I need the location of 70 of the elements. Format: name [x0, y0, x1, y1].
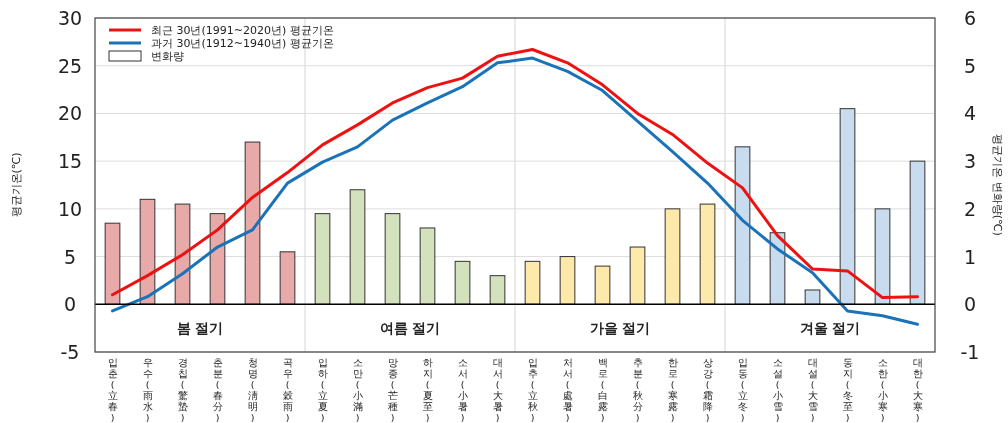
y-tick-label: 0 — [63, 293, 77, 316]
y-axis-title: 평균기온(℃) — [10, 152, 23, 218]
x-tick-label: 경칩(驚蟄) — [177, 357, 188, 423]
x-tick-label: 청명(淸明) — [247, 357, 258, 423]
bar — [629, 246, 646, 305]
x-tick-label: 곡우(穀雨) — [282, 357, 293, 423]
y2-tick-label: -1 — [960, 341, 980, 363]
bar — [314, 213, 331, 305]
x-tick-label: 망종(芒種) — [387, 357, 398, 423]
x-tick-label: 처서(處暑) — [562, 357, 573, 423]
y2-tick-label: 3 — [963, 150, 977, 173]
bar — [804, 289, 821, 305]
y-tick-label: 10 — [57, 197, 83, 220]
y-tick-label: 20 — [57, 102, 83, 125]
x-tick-label: 대한(大寒) — [912, 357, 923, 423]
x-tick-label: 우수(雨水) — [142, 357, 153, 423]
annotation: 가을 절기 — [589, 320, 651, 337]
x-tick-label: 소한(小寒) — [877, 357, 888, 423]
annotation: 봄 절기 — [176, 320, 224, 337]
y2-axis-title: 평균기온 변화량(℃) — [991, 134, 1004, 236]
y2-tick-label: 0 — [963, 293, 977, 316]
legend-label: 과거 30년(1912~1940년) 평균기온 — [151, 37, 334, 50]
y2-tick-label: 1 — [963, 245, 977, 268]
x-tick-label: 입동(立冬) — [737, 357, 748, 423]
bar — [489, 275, 506, 305]
bar — [734, 146, 751, 305]
bar — [594, 265, 611, 305]
x-tick-label: 춘분(春分) — [212, 357, 223, 423]
x-tick-label: 동지(冬至) — [842, 357, 853, 423]
legend-label: 최근 30년(1991~2020년) 평균기온 — [151, 24, 334, 37]
x-tick-label: 소서(小暑) — [457, 357, 468, 423]
bar — [909, 160, 926, 305]
bar — [419, 227, 436, 305]
bar — [384, 213, 401, 305]
x-tick-label: 입추(立秋) — [527, 357, 538, 423]
x-tick-label: 백로(白露) — [597, 357, 608, 423]
y-tick-label: 25 — [57, 54, 83, 77]
x-tick-label: 하지(夏至) — [422, 357, 433, 423]
annotation: 겨울 절기 — [799, 320, 861, 337]
x-tick-label: 입춘(立春) — [107, 357, 118, 423]
x-tick-label: 한로(寒露) — [667, 357, 678, 423]
y-tick-label: 5 — [63, 245, 77, 268]
annotation: 여름 절기 — [379, 320, 441, 337]
y2-tick-label: 4 — [963, 102, 977, 125]
bar — [244, 141, 261, 305]
bar — [839, 108, 856, 305]
x-tick-label: 대서(大暑) — [492, 357, 503, 423]
bar — [454, 260, 471, 305]
y2-tick-label: 5 — [963, 54, 977, 77]
x-tick-label: 대설(大雪) — [807, 357, 818, 423]
bar — [874, 208, 891, 305]
x-tick-label: 입하(立夏) — [317, 357, 328, 423]
x-tick-label: 상강(霜降) — [702, 357, 713, 423]
bar — [769, 232, 786, 305]
bar — [699, 203, 716, 305]
y-tick-label: -5 — [60, 341, 80, 363]
y-tick-label: 15 — [57, 150, 83, 173]
x-tick-label: 소설(小雪) — [772, 357, 783, 423]
bar — [104, 222, 121, 305]
y-tick-label: 30 — [57, 7, 83, 29]
bar — [559, 256, 576, 305]
bar — [524, 260, 541, 305]
bar — [664, 208, 681, 305]
x-tick-label: 소만(小滿) — [352, 357, 363, 423]
legend-label: 변화량 — [151, 50, 184, 63]
bar — [349, 189, 366, 305]
bar — [279, 251, 296, 305]
y2-tick-label: 6 — [963, 7, 977, 29]
y2-tick-label: 2 — [963, 197, 977, 220]
x-tick-label: 추분(秋分) — [632, 357, 643, 423]
